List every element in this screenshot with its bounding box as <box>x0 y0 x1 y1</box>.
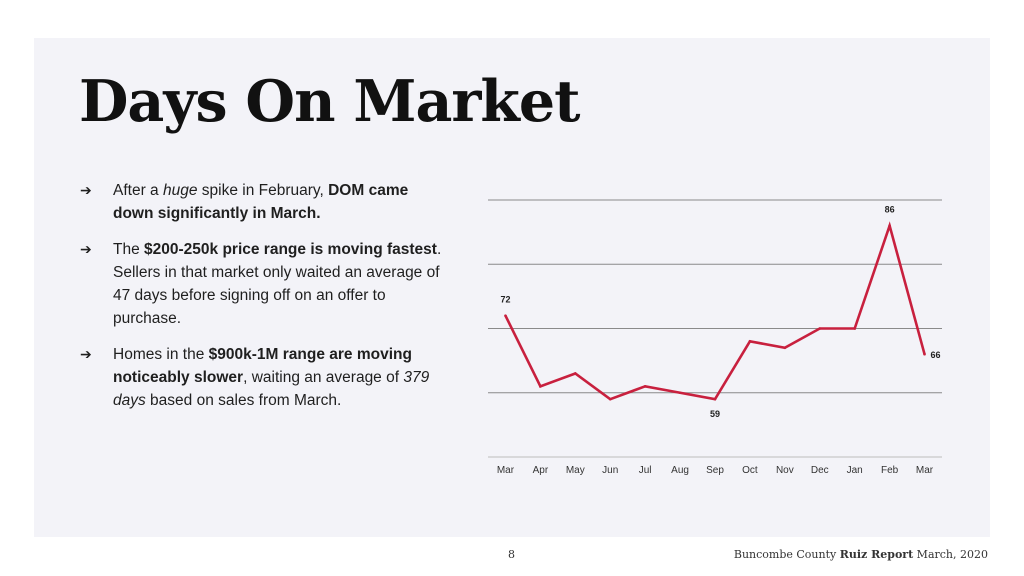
data-point <box>923 352 926 356</box>
data-point <box>783 346 787 350</box>
data-label: 59 <box>710 409 720 419</box>
bullet-list: ➔ After a huge spike in February, DOM cam… <box>80 179 450 425</box>
bullet-text-run: spike in February, <box>197 182 329 199</box>
data-point <box>608 397 612 401</box>
data-point <box>713 397 717 401</box>
bullet-text-run: Homes in the <box>113 346 209 363</box>
data-point <box>818 327 822 330</box>
data-point <box>853 327 856 330</box>
bullet-arrow-icon: ➔ <box>80 241 92 257</box>
bullet-text: After a huge spike in February, DOM came… <box>113 179 450 225</box>
data-point <box>539 385 542 388</box>
series-line <box>504 221 926 401</box>
bullet-text-run: , waiting an average of <box>243 369 404 386</box>
x-tick-label: Mar <box>497 465 515 476</box>
bullet-item: ➔ After a huge spike in February, DOM cam… <box>80 179 450 225</box>
x-tick-label: Dec <box>811 465 829 476</box>
data-point <box>678 391 682 395</box>
bullet-item: ➔ The $200-250k price range is moving fas… <box>80 238 450 330</box>
page-number: 8 <box>508 548 515 561</box>
data-point <box>748 340 752 343</box>
bullet-arrow-icon: ➔ <box>80 182 92 198</box>
bullet-text-run: After a <box>113 182 163 199</box>
data-label: 86 <box>885 205 895 215</box>
bullet-text-run: huge <box>162 182 198 199</box>
data-point <box>643 385 647 388</box>
data-label: 72 <box>500 295 510 305</box>
bullet-text-run: 379 days <box>113 369 430 409</box>
x-tick-label: Jan <box>847 465 863 476</box>
x-tick-label: Jun <box>602 465 618 476</box>
bullet-text-run: . Sellers in that market only waited an … <box>113 241 442 327</box>
x-tick-label: Mar <box>916 465 934 476</box>
footer-report-name: Ruiz Report <box>839 548 914 561</box>
data-point <box>888 224 891 227</box>
data-point <box>574 372 577 375</box>
bullet-text-run: DOM came down significantly in March. <box>113 182 409 222</box>
bullet-text-run: based on sales from March. <box>145 392 342 409</box>
x-tick-label: Nov <box>776 465 794 476</box>
bullet-arrow-icon: ➔ <box>80 346 92 362</box>
x-tick-label: Aug <box>671 465 689 476</box>
footer-county: Buncombe County <box>733 548 840 561</box>
bullet-item: ➔ Homes in the $900k-1M range are moving … <box>80 343 450 412</box>
bullet-text-run: $900k-1M range are moving noticeably slo… <box>113 346 412 386</box>
x-tick-label: Feb <box>881 465 899 476</box>
data-label: 66 <box>931 350 941 360</box>
data-point <box>504 314 507 317</box>
x-tick-label: May <box>566 465 585 476</box>
x-tick-label: Oct <box>742 465 758 476</box>
footer-report-title: Buncombe County Ruiz Report March, 2020 <box>734 548 988 561</box>
days-on-market-line-chart: Mar Apr May Jun Jul Aug Sep Oct Nov Dec Jan Feb Mar 7… <box>488 199 942 476</box>
bullet-text-run: $200-250k price range is moving fastest <box>144 241 437 258</box>
slide-panel <box>34 38 990 537</box>
bullet-text: The $200-250k price range is moving fast… <box>113 238 450 330</box>
bullet-text-run: The <box>113 241 145 258</box>
slide-title: Days On Market <box>79 68 581 135</box>
x-tick-label: Jul <box>639 465 652 476</box>
x-tick-label: Apr <box>533 465 549 476</box>
x-tick-label: Sep <box>706 465 724 476</box>
footer-date: March, 2020 <box>913 548 988 561</box>
bullet-text: Homes in the $900k-1M range are moving n… <box>113 343 450 412</box>
